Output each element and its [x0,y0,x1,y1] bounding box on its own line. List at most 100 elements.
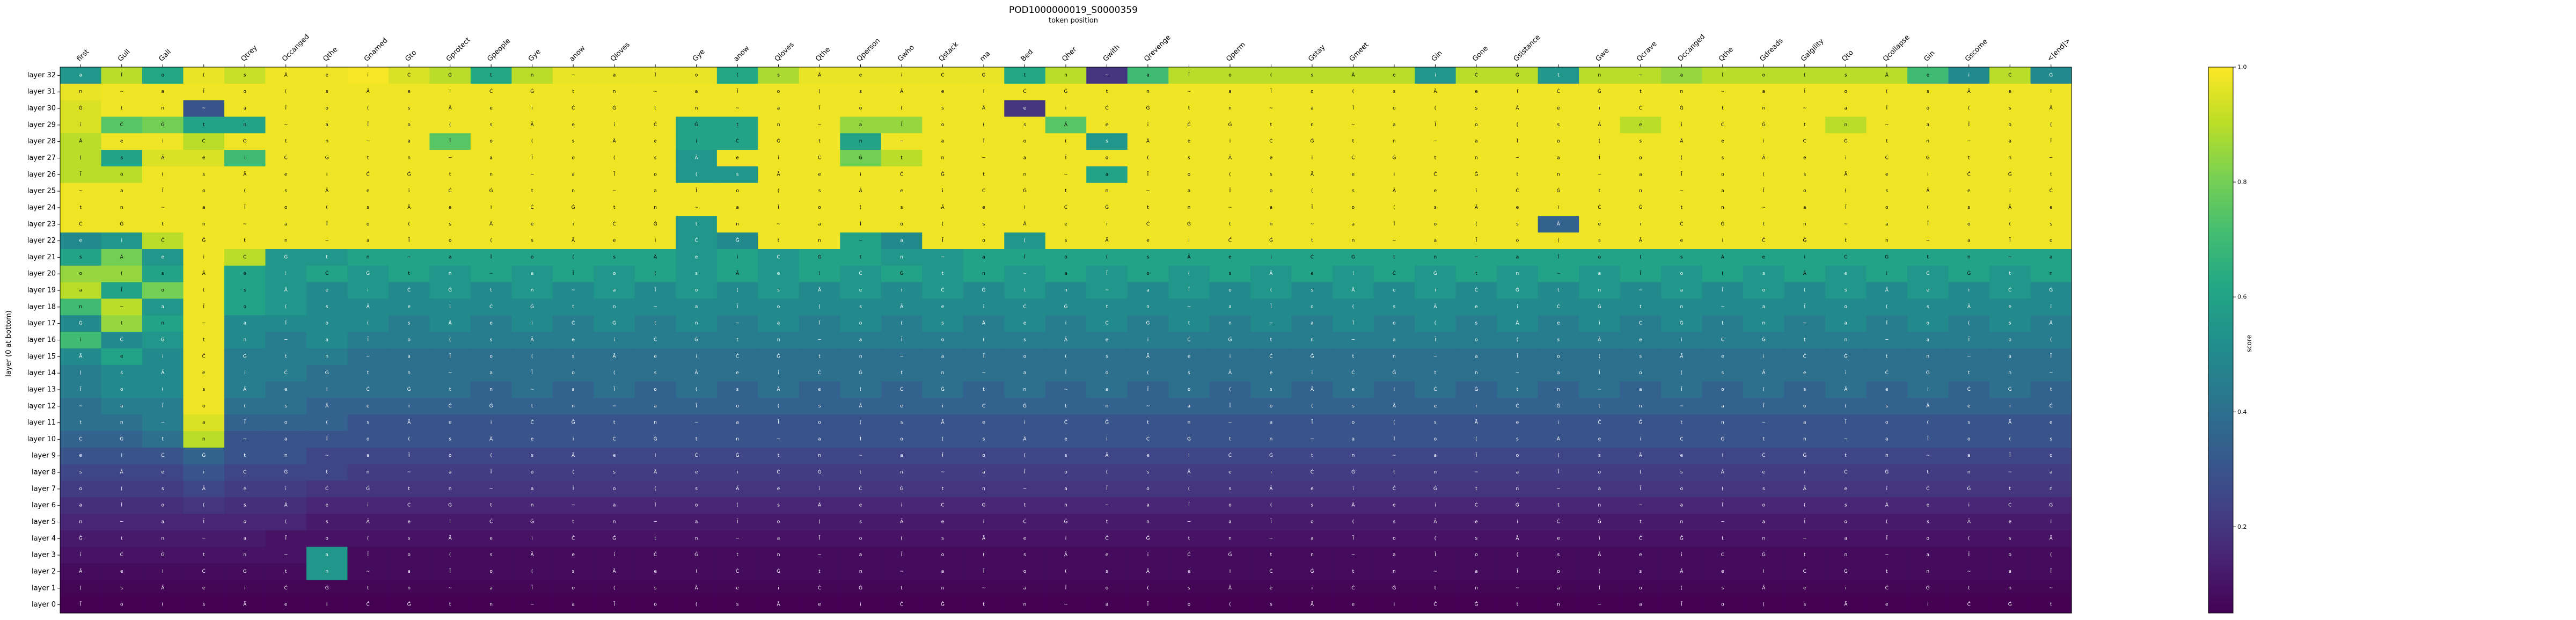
cell-token-label: i [573,222,574,227]
cell-token-label: Ã [1516,320,1519,326]
heatmap-cell [1373,100,1415,118]
heatmap-cell [1538,133,1579,150]
cell-token-label: t [1681,420,1683,426]
cell-token-label: Ĩ [1557,469,1560,475]
y-tick-label: layer 32 [27,71,56,79]
cell-token-label: t [1106,89,1108,94]
cell-token-label: s [490,338,493,343]
y-tick-label: layer 12 [27,402,56,410]
cell-token-label: s [1229,486,1232,492]
cell-token-label: a [572,387,575,392]
cell-token-label: Ġ [325,155,329,161]
heatmap-cell [511,100,553,118]
cell-token-label: ~ [1638,72,1643,78]
y-tick-label: layer 26 [27,171,56,179]
heatmap-cell [388,83,430,101]
heatmap-cell [552,100,594,118]
heatmap-cell [1825,116,1867,134]
cell-token-label: s [1885,188,1888,194]
cell-token-label: t [1722,536,1724,541]
cell-token-label: s [1967,205,1970,210]
cell-token-label: o [1023,139,1027,144]
cell-token-label: ( [1270,288,1272,293]
heatmap-cell [676,150,718,167]
cell-token-label: a [1762,304,1766,310]
cell-token-label: t [408,486,410,492]
cell-token-label: Ġ [654,221,657,227]
cell-token-label: o [1845,89,1848,94]
heatmap-cell [1866,166,1908,184]
cell-token-label: e [325,72,328,78]
cell-token-label: Ĩ [449,353,451,359]
cell-token-label: a [1845,536,1848,541]
cell-token-label: Ĩ [2050,353,2052,359]
heatmap-cell [388,150,430,167]
cell-token-label: Ã [1680,568,1684,574]
cell-token-label: Ã [489,221,493,227]
heatmap-cell [1209,166,1251,184]
cell-token-label: Ĩ [818,535,821,541]
cell-token-label: Ġ [1803,238,1806,244]
cell-token-label: Ġ [1064,519,1068,525]
cell-token-label: a [449,470,452,475]
heatmap-cell [1784,166,1826,184]
cell-token-label: s [1106,139,1108,144]
cell-token-label: ( [367,321,369,326]
cell-token-label: Ċ [367,171,370,177]
cell-token-label: Ĩ [531,585,533,591]
cell-token-label: i [449,304,451,310]
cell-token-label: Ã [1803,271,1807,276]
cell-token-label: Ĩ [859,436,861,442]
cell-token-label: o [1721,602,1724,608]
y-tick-label: layer 15 [27,353,56,361]
cell-token-label: Ġ [1064,304,1068,310]
cell-token-label: e [1967,188,1971,194]
cell-token-label: e [120,569,123,574]
heatmap-cell [388,100,430,118]
cell-token-label: Ĩ [1967,552,1970,558]
y-tick-label: layer 2 [32,567,56,575]
cell-token-label: n [1762,106,1765,111]
chart-title: POD1000000019_S0000359 [1009,5,1138,16]
cell-token-label: Ġ [1023,188,1027,194]
cell-token-label: t [1393,254,1395,260]
cell-token-label: ~ [1721,304,1725,310]
cell-token-label: n [1023,172,1027,177]
cell-token-label: ~ [1105,72,1109,78]
cell-token-label: n [695,321,698,326]
cell-token-label: s [162,486,164,492]
cell-token-label: i [1147,552,1149,558]
cell-token-label: Ĩ [983,568,985,574]
cell-token-label: o [1434,222,1437,227]
cell-token-label: Ã [900,304,904,310]
colorbar-gradient [2208,67,2234,614]
cell-token-label: Ċ [1393,486,1396,492]
cell-token-label: a [736,205,739,210]
cell-token-label: n [1721,205,1724,210]
cell-token-label: Ċ [161,453,164,458]
heatmap-cell [1127,150,1169,167]
cell-token-label: i [655,453,656,458]
cell-token-label: ~ [817,338,822,343]
y-tick-label: layer 17 [27,319,56,327]
cell-token-label: t [1435,156,1437,161]
cell-token-label: o [1680,486,1684,492]
heatmap-cell [716,166,758,184]
cell-token-label: n [1106,404,1109,409]
cell-token-label: ~ [284,338,288,343]
x-tick-label: Qthe [814,46,832,63]
cell-token-label: Ċ [694,238,698,244]
cell-token-label: Ĩ [1680,171,1682,177]
cell-token-label: n [695,536,698,541]
cell-token-label: Ĩ [244,420,246,426]
cell-token-label: i [326,602,328,608]
cell-token-label: o [1188,172,1191,177]
cell-token-label: s [408,536,411,541]
cell-token-label: Ĩ [162,403,164,409]
cell-token-label: ~ [530,172,535,177]
cell-token-label: Ċ [120,122,123,128]
cell-token-label: Ċ [202,138,206,144]
cell-token-label: o [449,453,452,458]
cell-token-label: Ġ [1269,453,1273,458]
cell-token-label: ( [367,106,369,111]
